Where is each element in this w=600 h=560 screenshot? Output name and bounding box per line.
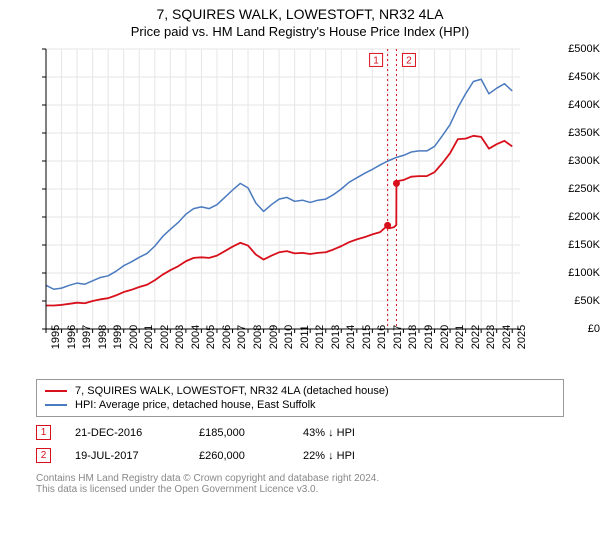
x-axis-label: 1999 <box>112 325 124 349</box>
x-axis-label: 2011 <box>299 325 311 349</box>
legend-swatch <box>45 390 67 392</box>
x-axis-label: 1997 <box>81 325 93 349</box>
legend: 7, SQUIRES WALK, LOWESTOFT, NR32 4LA (de… <box>36 379 564 417</box>
x-axis-label: 2018 <box>407 325 419 349</box>
transaction-diff: 43% ↓ HPI <box>303 427 403 439</box>
x-axis-label: 2000 <box>128 325 140 349</box>
x-axis-label: 1996 <box>66 325 78 349</box>
x-axis-label: 2017 <box>392 325 404 349</box>
y-axis-label: £450K <box>560 71 600 83</box>
x-axis-label: 2025 <box>516 325 528 349</box>
x-axis-label: 2007 <box>236 325 248 349</box>
y-axis-label: £400K <box>560 99 600 111</box>
x-axis-label: 2004 <box>190 325 202 349</box>
x-axis-label: 2005 <box>205 325 217 349</box>
y-axis-label: £250K <box>560 183 600 195</box>
transaction-marker: 1 <box>36 425 51 440</box>
y-axis-label: £0 <box>560 323 600 335</box>
y-axis-label: £50K <box>560 295 600 307</box>
legend-item: 7, SQUIRES WALK, LOWESTOFT, NR32 4LA (de… <box>45 384 555 398</box>
x-axis-label: 2022 <box>470 325 482 349</box>
x-axis-label: 2003 <box>174 325 186 349</box>
x-axis-label: 2021 <box>454 325 466 349</box>
x-axis-label: 2001 <box>143 325 155 349</box>
x-axis-label: 1998 <box>97 325 109 349</box>
x-axis-label: 2002 <box>159 325 171 349</box>
x-axis-label: 2008 <box>252 325 264 349</box>
x-axis-label: 2012 <box>314 325 326 349</box>
x-axis-label: 2024 <box>501 325 513 349</box>
x-axis-label: 2023 <box>485 325 497 349</box>
x-axis-label: 2019 <box>423 325 435 349</box>
transaction-price: £185,000 <box>199 427 279 439</box>
line-chart: 12 <box>0 43 530 373</box>
legend-label: 7, SQUIRES WALK, LOWESTOFT, NR32 4LA (de… <box>75 385 389 397</box>
transaction-row: 2 19-JUL-2017 £260,000 22% ↓ HPI <box>36 444 564 467</box>
y-axis-label: £100K <box>560 267 600 279</box>
y-axis-label: £350K <box>560 127 600 139</box>
y-axis-label: £200K <box>560 211 600 223</box>
chart-area: 12 £0£50K£100K£150K£200K£250K£300K£350K£… <box>0 43 600 373</box>
x-axis-label: 2020 <box>439 325 451 349</box>
transaction-date: 19-JUL-2017 <box>75 450 175 462</box>
transaction-row: 1 21-DEC-2016 £185,000 43% ↓ HPI <box>36 421 564 444</box>
transaction-date: 21-DEC-2016 <box>75 427 175 439</box>
x-axis-label: 2014 <box>345 325 357 349</box>
transaction-marker: 2 <box>36 448 51 463</box>
transactions-table: 1 21-DEC-2016 £185,000 43% ↓ HPI 2 19-JUL-201… <box>36 421 564 467</box>
x-axis-label: 2013 <box>330 325 342 349</box>
svg-text:1: 1 <box>373 55 379 66</box>
legend-item: HPI: Average price, detached house, East… <box>45 398 555 412</box>
footer-attribution: Contains HM Land Registry data © Crown c… <box>36 473 564 495</box>
x-axis-label: 1995 <box>50 325 62 349</box>
transaction-diff: 22% ↓ HPI <box>303 450 403 462</box>
x-axis-label: 2009 <box>268 325 280 349</box>
legend-swatch <box>45 404 67 406</box>
footer-line-1: Contains HM Land Registry data © Crown c… <box>36 473 564 484</box>
transaction-price: £260,000 <box>199 450 279 462</box>
svg-text:2: 2 <box>406 55 412 66</box>
footer-line-2: This data is licensed under the Open Gov… <box>36 484 564 495</box>
y-axis-label: £150K <box>560 239 600 251</box>
y-axis-label: £300K <box>560 155 600 167</box>
x-axis-label: 2016 <box>376 325 388 349</box>
x-axis-label: 2015 <box>361 325 373 349</box>
x-axis-label: 2010 <box>283 325 295 349</box>
legend-label: HPI: Average price, detached house, East… <box>75 399 316 411</box>
page-title: 7, SQUIRES WALK, LOWESTOFT, NR32 4LA <box>0 0 600 22</box>
y-axis-label: £500K <box>560 43 600 55</box>
x-axis-label: 2006 <box>221 325 233 349</box>
page-subtitle: Price paid vs. HM Land Registry's House … <box>0 22 600 43</box>
